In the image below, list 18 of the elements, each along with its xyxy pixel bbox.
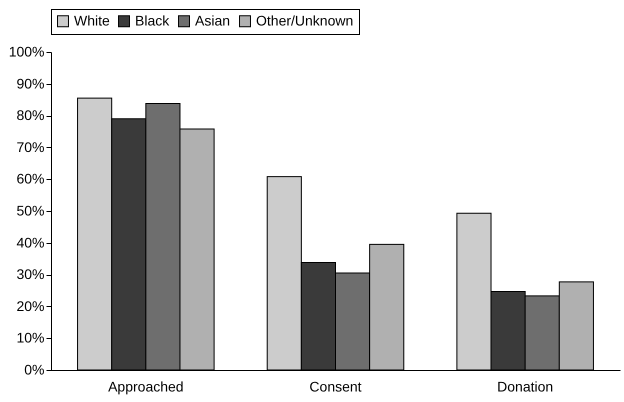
y-tick-label: 40% — [16, 234, 44, 250]
x-tick-label: Donation — [497, 378, 554, 394]
x-tick-label: Consent — [309, 378, 362, 394]
y-tick-label: 90% — [16, 75, 44, 92]
y-tick-label: 70% — [16, 138, 44, 155]
legend-label: Asian — [195, 12, 230, 28]
y-tick-label: 100% — [8, 44, 44, 60]
y-tick-label: 30% — [16, 266, 44, 282]
y-tick-label: 80% — [16, 107, 44, 124]
legend-label: Black — [135, 12, 170, 28]
x-tick-label: Approached — [108, 378, 184, 394]
y-tick-label: 10% — [16, 330, 44, 346]
y-tick-label: 60% — [16, 170, 44, 187]
y-tick-label: 0% — [24, 362, 44, 378]
legend-label: Other/Unknown — [256, 12, 354, 28]
y-tick-label: 50% — [16, 202, 44, 218]
y-tick-label: 20% — [16, 298, 44, 314]
legend-label: White — [74, 12, 110, 28]
